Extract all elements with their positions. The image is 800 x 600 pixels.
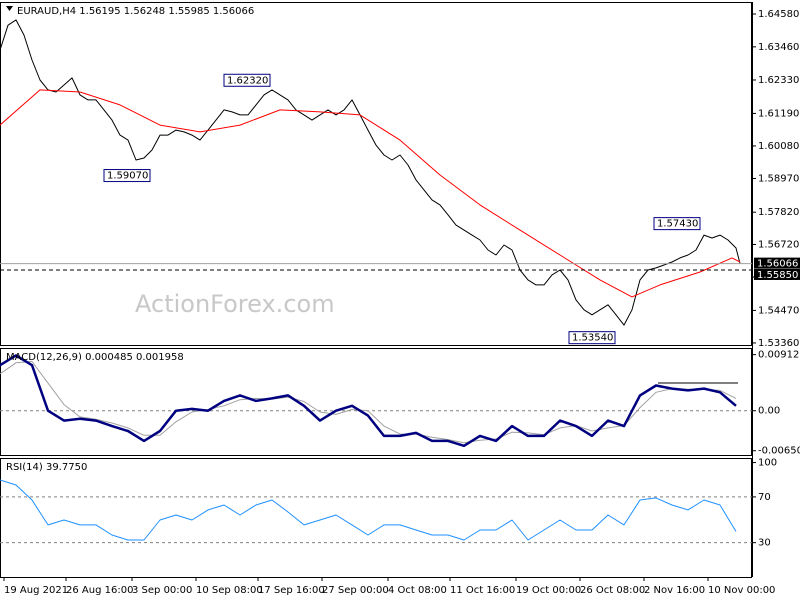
x-tick-label: 17 Sep 16:00 — [258, 585, 325, 596]
y-tick-label: 1.64580 — [758, 9, 799, 20]
x-tick-label: 10 Sep 08:00 — [196, 585, 263, 596]
price-label: 1.55850 — [757, 270, 798, 281]
y-tick-label: 0.00912 — [758, 350, 799, 361]
x-tick-label: 19 Aug 2021 — [4, 585, 68, 596]
y-tick-label: 1.54470 — [758, 305, 799, 316]
x-tick-label: 27 Sep 00:00 — [322, 585, 389, 596]
series-line — [0, 361, 737, 444]
x-tick-label: 3 Sep 00:00 — [132, 585, 192, 596]
annotation-box — [568, 331, 616, 345]
y-tick-label: 1.63460 — [758, 42, 799, 53]
x-tick-label: 11 Oct 16:00 — [450, 585, 515, 596]
y-tick-label: 1.60080 — [758, 141, 799, 152]
x-tick-label: 4 Oct 08:00 — [388, 585, 447, 596]
y-tick-label: 1.56720 — [758, 239, 799, 250]
annotation-label: 1.53540 — [572, 333, 613, 344]
y-tick-label: 1.58970 — [758, 173, 799, 184]
y-tick-label: 1.53360 — [758, 338, 799, 349]
watermark: ActionForex.com — [135, 290, 335, 318]
panel-frame — [0, 2, 752, 346]
series-line — [0, 479, 737, 541]
y-tick-label: 100 — [758, 458, 777, 469]
series-line — [0, 354, 737, 448]
y-tick-label: 1.57820 — [758, 207, 799, 218]
series-line — [0, 89, 741, 298]
price-label-box — [754, 268, 800, 280]
panel-frame — [0, 458, 752, 578]
panel-title: RSI(14) 39.7750 — [6, 462, 87, 473]
y-tick-label: 1.61190 — [758, 108, 799, 119]
price-label-box — [754, 257, 800, 269]
x-tick-label: 2 Nov 16:00 — [644, 585, 705, 596]
annotation-box — [653, 217, 701, 231]
annotation-box — [223, 73, 271, 87]
series-line — [0, 19, 741, 326]
y-tick-label: 1.62330 — [758, 75, 799, 86]
annotation-label: 1.57430 — [657, 219, 698, 230]
y-tick-label: -0.006506 — [758, 446, 800, 457]
y-tick-label: 30 — [758, 538, 771, 549]
panel-title: EURAUD,H4 1.56195 1.56248 1.55985 1.5606… — [17, 6, 254, 17]
y-tick-label: 0.00 — [758, 406, 780, 417]
x-tick-label: 10 Nov 00:00 — [708, 585, 775, 596]
price-label: 1.56066 — [757, 259, 798, 270]
y-tick-label: 70 — [758, 492, 771, 503]
annotation-label: 1.62320 — [227, 75, 268, 86]
panel-frame — [0, 348, 752, 456]
x-tick-label: 26 Aug 16:00 — [66, 585, 133, 596]
title-icon — [6, 6, 13, 11]
panel-title: MACD(12,26,9) 0.000485 0.001958 — [6, 352, 184, 363]
x-tick-label: 19 Oct 00:00 — [516, 585, 581, 596]
annotation-label: 1.59070 — [107, 171, 148, 182]
x-tick-label: 26 Oct 08:00 — [580, 585, 645, 596]
annotation-box — [103, 169, 151, 183]
